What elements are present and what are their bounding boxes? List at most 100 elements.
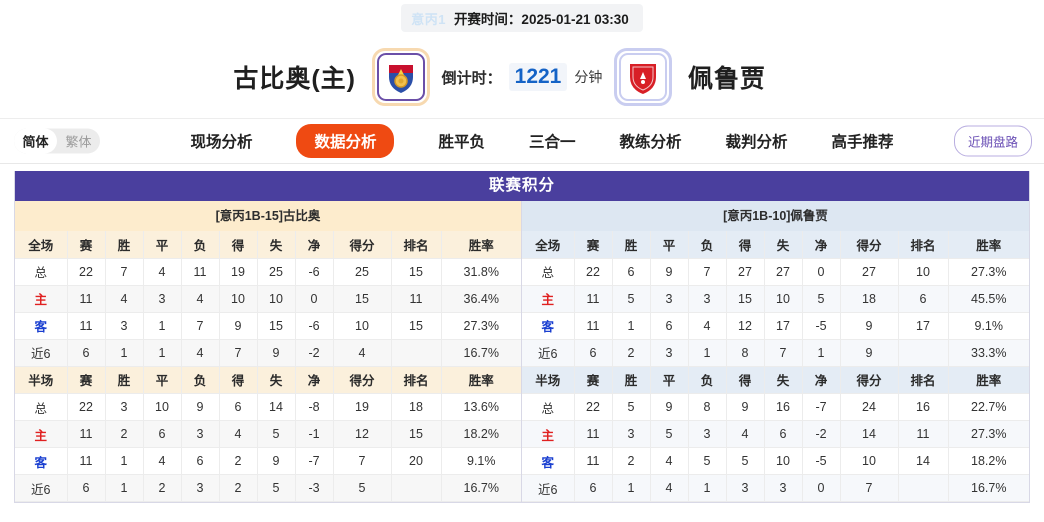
tab-data-analysis[interactable]: 数据分析 <box>296 124 395 158</box>
table-cell: 5 <box>802 285 841 313</box>
tab-live-analysis[interactable]: 现场分析 <box>190 134 253 151</box>
table-row: 近6 6 1 1 4 7 9 -2 4 16.7% <box>15 339 521 367</box>
table-cell: 19 <box>219 258 258 286</box>
table-row: 近6 6 2 3 1 8 7 1 9 33.3% <box>522 339 1029 367</box>
table-cell: 18 <box>391 393 442 421</box>
table-row: 主 11 2 6 3 4 5 -1 12 15 18.2% <box>15 420 521 448</box>
table-cell: 11 <box>574 447 613 475</box>
table-cell: 16.7% <box>441 474 521 502</box>
table-cell: 18.2% <box>948 447 1029 475</box>
language-toggle[interactable]: 简体 繁体 <box>14 128 100 154</box>
column-header: 得 <box>726 366 765 394</box>
table-cell: 9 <box>840 339 899 367</box>
table-cell: 17 <box>764 312 803 340</box>
table-cell: 7 <box>840 474 899 502</box>
tab-three-in-one[interactable]: 三合一 <box>528 134 576 151</box>
table-cell: 1 <box>688 339 727 367</box>
lang-simplified-button[interactable]: 简体 <box>14 128 57 154</box>
table-cell: 6 <box>67 474 106 502</box>
table-cell: 2 <box>612 447 651 475</box>
table-cell: 27.3% <box>948 420 1029 448</box>
table-cell: 9 <box>650 258 689 286</box>
table-cell <box>898 339 949 367</box>
table-cell: 9 <box>257 339 296 367</box>
table-cell: 0 <box>802 474 841 502</box>
row-label: 客 <box>15 447 68 475</box>
table-cell: 10 <box>764 447 803 475</box>
table-cell: 11 <box>898 420 949 448</box>
tab-referee-analysis[interactable]: 裁判分析 <box>725 134 788 151</box>
table-cell: 1 <box>105 447 144 475</box>
table-row: 客 11 3 1 7 9 15 -6 10 15 27.3% <box>15 312 521 340</box>
table-cell: 27 <box>764 258 803 286</box>
column-header: 失 <box>257 366 296 394</box>
table-cell: 1 <box>612 312 651 340</box>
away-stats-half: [意丙1B-10]佩鲁贾 全场赛胜平负得失净得分 排名 胜率总 22 6 9 7 27 27 0 2… <box>522 201 1029 502</box>
table-header-row: 半场赛胜平负得失净得分 排名 胜率 <box>522 366 1029 394</box>
table-cell <box>898 474 949 502</box>
column-header: 失 <box>257 231 296 259</box>
table-cell: 4 <box>650 474 689 502</box>
table-cell: 3 <box>143 285 182 313</box>
table-cell: 4 <box>333 339 392 367</box>
column-header: 得 <box>219 231 258 259</box>
table-cell: 1 <box>143 312 182 340</box>
row-label: 总 <box>15 393 68 421</box>
countdown-value: 1221 <box>508 63 568 91</box>
table-cell: 27.3% <box>948 258 1029 286</box>
tab-expert-picks[interactable]: 高手推荐 <box>831 134 894 151</box>
row-label: 主 <box>15 420 68 448</box>
row-label: 客 <box>15 312 68 340</box>
table-cell: 6 <box>574 339 613 367</box>
column-header: 胜率 <box>948 366 1029 394</box>
table-cell: 4 <box>143 447 182 475</box>
column-header: 排名 <box>898 366 949 394</box>
tab-win-draw-loss[interactable]: 胜平负 <box>438 134 485 151</box>
table-cell: 1 <box>105 339 144 367</box>
table-cell: 2 <box>219 447 258 475</box>
home-team-block[interactable]: 古比奥(主) <box>0 48 430 106</box>
table-cell: 33.3% <box>948 339 1029 367</box>
countdown-unit: 分钟 <box>574 69 603 85</box>
table-cell: -7 <box>295 447 334 475</box>
home-team-logo[interactable] <box>372 48 430 106</box>
row-label: 客 <box>522 447 575 475</box>
tab-coach-analysis[interactable]: 教练分析 <box>619 134 682 151</box>
table-cell: 6 <box>650 312 689 340</box>
home-stats-tables: 全场赛胜平负得失净得分 排名 胜率总 22 7 4 11 19 25 -6 25 15 31.8% 主 11… <box>15 231 521 502</box>
table-cell: 11 <box>67 285 106 313</box>
column-header: 全场 <box>15 231 68 259</box>
recent-odds-button[interactable]: 近期盘路 <box>953 125 1032 157</box>
table-cell: 22 <box>574 258 613 286</box>
column-header: 赛 <box>574 366 613 394</box>
table-cell: 15 <box>391 420 442 448</box>
lang-traditional-button[interactable]: 繁体 <box>65 134 92 150</box>
column-header: 净 <box>295 231 334 259</box>
table-cell: 22.7% <box>948 393 1029 421</box>
table-cell: 1 <box>802 339 841 367</box>
table-cell <box>391 474 442 502</box>
column-header: 失 <box>764 231 803 259</box>
table-cell: 27 <box>840 258 899 286</box>
table-cell: 0 <box>802 258 841 286</box>
away-team-logo[interactable] <box>614 48 672 106</box>
column-header: 胜 <box>105 366 144 394</box>
table-cell: 16 <box>898 393 949 421</box>
table-cell: 8 <box>688 393 727 421</box>
panel-title: 联赛积分 <box>15 171 1029 201</box>
table-cell: 9 <box>650 393 689 421</box>
table-row: 主 11 4 3 4 10 10 0 15 11 36.4% <box>15 285 521 313</box>
stats-table: 半场赛胜平负得失净得分 排名 胜率总 22 5 9 8 9 16 -7 24 16 22.7% 主 11 3 5… <box>522 366 1029 502</box>
column-header: 赛 <box>67 366 106 394</box>
row-label: 总 <box>522 393 575 421</box>
table-cell: 45.5% <box>948 285 1029 313</box>
table-cell: 7 <box>219 339 258 367</box>
table-cell: 7 <box>181 312 220 340</box>
column-header: 平 <box>143 366 182 394</box>
table-cell: 6 <box>612 258 651 286</box>
table-cell: 4 <box>181 339 220 367</box>
table-cell: 15 <box>333 285 392 313</box>
column-header: 负 <box>688 366 727 394</box>
away-team-block[interactable]: 佩鲁贾 <box>614 48 1044 106</box>
table-cell: 25 <box>257 258 296 286</box>
